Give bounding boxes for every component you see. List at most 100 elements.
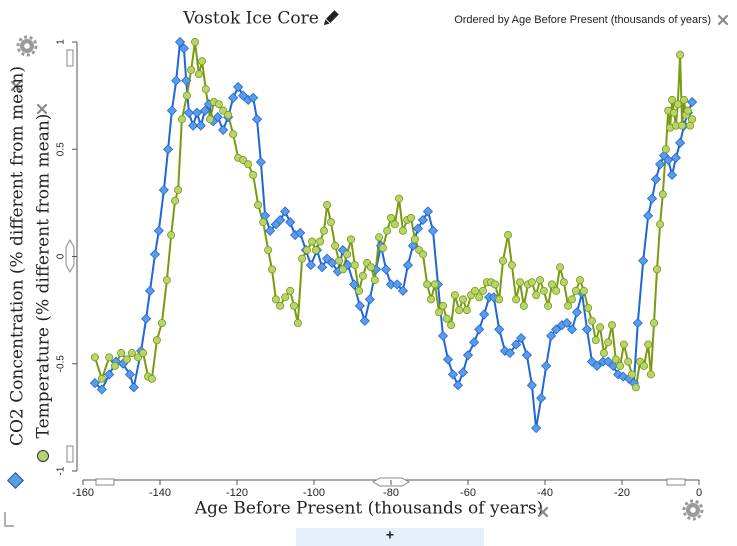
add-button[interactable] bbox=[296, 528, 484, 546]
data-point bbox=[418, 250, 427, 259]
y-tick-label: 0 bbox=[56, 253, 67, 259]
data-point bbox=[544, 301, 553, 310]
data-point bbox=[576, 276, 585, 285]
add-button-label[interactable]: + bbox=[386, 527, 394, 543]
data-point bbox=[499, 256, 508, 265]
legend-swatch bbox=[7, 472, 24, 489]
data-point bbox=[331, 241, 340, 250]
data-point bbox=[295, 227, 306, 238]
data-point bbox=[438, 301, 447, 310]
data-point bbox=[386, 213, 395, 222]
data-point bbox=[479, 309, 490, 320]
data-point bbox=[661, 145, 670, 154]
data-point bbox=[233, 81, 244, 93]
y-tick-label: 1 bbox=[56, 39, 67, 45]
y-axis-handle[interactable] bbox=[66, 49, 74, 67]
data-point bbox=[669, 108, 678, 117]
data-point bbox=[567, 295, 576, 304]
data-point bbox=[666, 169, 678, 181]
x-axis-handle[interactable] bbox=[95, 478, 115, 486]
data-point bbox=[392, 279, 403, 290]
data-point bbox=[527, 278, 536, 287]
data-point bbox=[556, 263, 565, 272]
remove-x-attribute[interactable] bbox=[537, 506, 549, 518]
data-point bbox=[490, 280, 499, 289]
y-axis-label: Temperature (% different from mean) bbox=[34, 114, 54, 439]
data-point bbox=[166, 105, 178, 116]
data-point bbox=[105, 353, 114, 362]
data-point bbox=[281, 293, 290, 302]
data-point bbox=[470, 286, 479, 295]
x-tick-label: -60 bbox=[460, 487, 476, 499]
data-point bbox=[495, 295, 504, 304]
data-point bbox=[171, 196, 180, 205]
data-point bbox=[417, 214, 429, 226]
data-point bbox=[427, 295, 436, 304]
data-point bbox=[375, 233, 384, 242]
data-point bbox=[181, 75, 192, 86]
remove-temperature[interactable] bbox=[36, 103, 48, 115]
data-point bbox=[326, 218, 335, 227]
data-point bbox=[343, 250, 352, 259]
settings-gear[interactable] bbox=[16, 35, 38, 57]
y-axis-handle[interactable] bbox=[66, 445, 74, 463]
data-point bbox=[571, 307, 583, 318]
data-point bbox=[516, 332, 527, 344]
data-point bbox=[228, 92, 239, 103]
data-point bbox=[616, 361, 625, 370]
data-point bbox=[265, 225, 276, 236]
data-point bbox=[650, 174, 661, 185]
data-point bbox=[191, 107, 203, 118]
data-point bbox=[244, 160, 253, 169]
data-point bbox=[676, 50, 685, 59]
y-tick-label: -1 bbox=[56, 466, 67, 475]
data-point bbox=[268, 265, 277, 274]
data-point bbox=[494, 324, 505, 335]
settings-gear[interactable] bbox=[682, 499, 704, 521]
data-point bbox=[191, 38, 200, 47]
data-point bbox=[447, 321, 456, 330]
data-point bbox=[599, 349, 608, 358]
data-point bbox=[455, 306, 464, 315]
close-ordering[interactable] bbox=[717, 14, 729, 26]
data-point bbox=[547, 280, 556, 289]
data-point bbox=[447, 369, 459, 380]
data-point bbox=[504, 347, 516, 359]
y-axis-handle[interactable] bbox=[65, 238, 75, 274]
data-point bbox=[611, 355, 620, 364]
data-point bbox=[515, 278, 524, 287]
data-point bbox=[239, 155, 248, 164]
data-point bbox=[587, 316, 596, 325]
data-point bbox=[317, 262, 328, 273]
data-point bbox=[370, 276, 379, 285]
data-point bbox=[631, 383, 640, 392]
data-point bbox=[683, 106, 692, 115]
data-point bbox=[458, 295, 467, 304]
chart-title: Vostok Ice Core bbox=[182, 9, 319, 29]
data-point bbox=[658, 190, 667, 199]
x-axis-handle[interactable] bbox=[666, 478, 686, 486]
data-point bbox=[359, 315, 370, 326]
corner-icon bbox=[4, 512, 14, 527]
data-point bbox=[435, 308, 444, 317]
legend-swatch bbox=[37, 450, 49, 462]
data-point bbox=[152, 336, 161, 345]
data-point bbox=[286, 286, 295, 295]
data-point bbox=[275, 214, 286, 226]
data-point bbox=[571, 286, 580, 295]
data-point bbox=[566, 324, 578, 335]
data-point bbox=[474, 324, 485, 335]
data-point bbox=[249, 170, 258, 179]
data-point bbox=[153, 225, 164, 236]
data-point bbox=[144, 285, 156, 296]
data-point bbox=[188, 120, 199, 131]
data-point bbox=[551, 324, 562, 335]
data-point bbox=[397, 285, 409, 296]
data-point bbox=[289, 301, 298, 310]
data-point bbox=[526, 380, 537, 391]
remove-co2[interactable] bbox=[10, 80, 22, 92]
data-point bbox=[639, 361, 648, 370]
data-point bbox=[380, 264, 392, 275]
data-point bbox=[323, 201, 332, 210]
edit-title-icon[interactable] bbox=[322, 10, 339, 27]
